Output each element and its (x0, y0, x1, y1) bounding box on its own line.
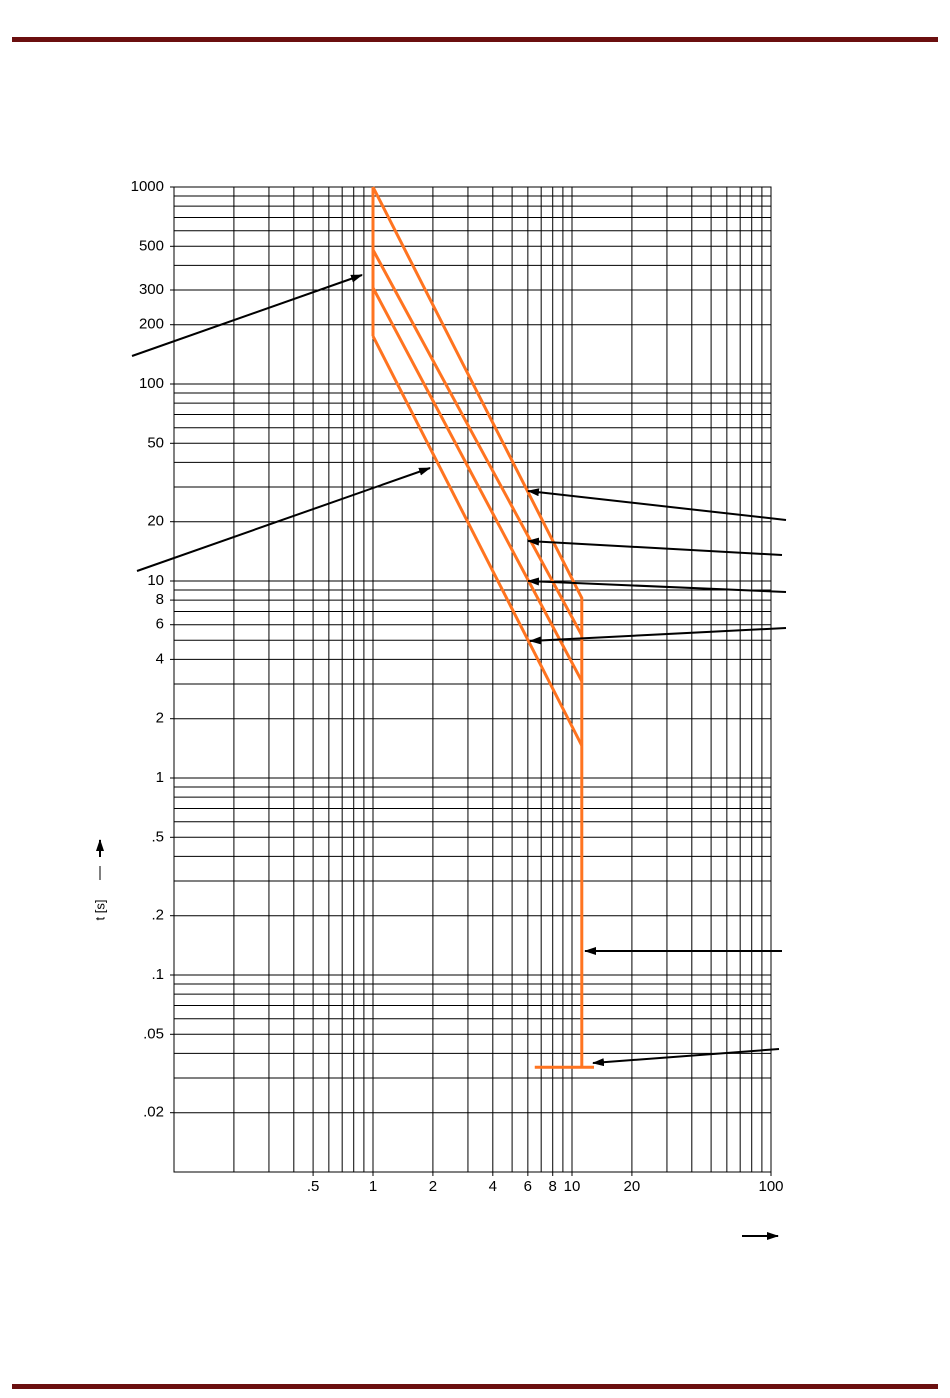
y-tick-label: 300 (139, 281, 164, 298)
x-tick-label: .5 (307, 1178, 320, 1195)
plot-frame (173, 186, 772, 1173)
arrow (527, 488, 787, 521)
y-tick-label: .5 (151, 828, 164, 845)
x-tick-label: 10 (564, 1178, 581, 1195)
arrow (136, 467, 431, 572)
y-tick-label: 10 (147, 572, 164, 589)
y-tick-label: 200 (139, 316, 164, 333)
y-tick-label: 100 (139, 375, 164, 392)
x-tick-label: 4 (489, 1178, 497, 1195)
y-tick-label: 2 (156, 710, 164, 727)
curve (371, 335, 584, 747)
y-tick-label: 500 (139, 237, 164, 254)
y-tick-label: 20 (147, 513, 164, 530)
header-rule (12, 37, 938, 42)
arrow (527, 537, 783, 556)
x-tick-label: 20 (624, 1178, 641, 1195)
x-tick-label: 2 (429, 1178, 437, 1195)
footer-rule (12, 1384, 938, 1389)
x-tick-label: 1 (369, 1178, 377, 1195)
y-tick-label: .02 (143, 1104, 164, 1121)
curve (371, 249, 584, 637)
y-tick-label: 8 (156, 591, 164, 608)
x-tick-label: 8 (549, 1178, 557, 1195)
y-tick-label: .1 (151, 966, 164, 983)
y-tick-label: 4 (156, 650, 164, 667)
x-tick-label: 6 (524, 1178, 532, 1195)
arrow (592, 1048, 780, 1067)
annotations (96, 274, 787, 1240)
curve (371, 186, 584, 1068)
y-tick-label: 50 (147, 434, 164, 451)
curve (371, 287, 584, 682)
y-tick-label: 1000 (131, 178, 164, 195)
y-tick-label: 6 (156, 616, 164, 633)
y-tick-label: 1 (156, 769, 164, 786)
arrow (131, 274, 363, 357)
y-tick-label: .2 (151, 907, 164, 924)
grid: .5 1 2 4 6 8 10 20 10010005003002001005020108642… (131, 178, 784, 1195)
y-tick-label: .05 (143, 1025, 164, 1042)
arrow (527, 577, 787, 593)
curves (371, 186, 595, 1069)
arrow (529, 627, 787, 645)
y-axis-label: t [s] (92, 900, 107, 921)
x-tick-label: 100 (758, 1178, 783, 1195)
